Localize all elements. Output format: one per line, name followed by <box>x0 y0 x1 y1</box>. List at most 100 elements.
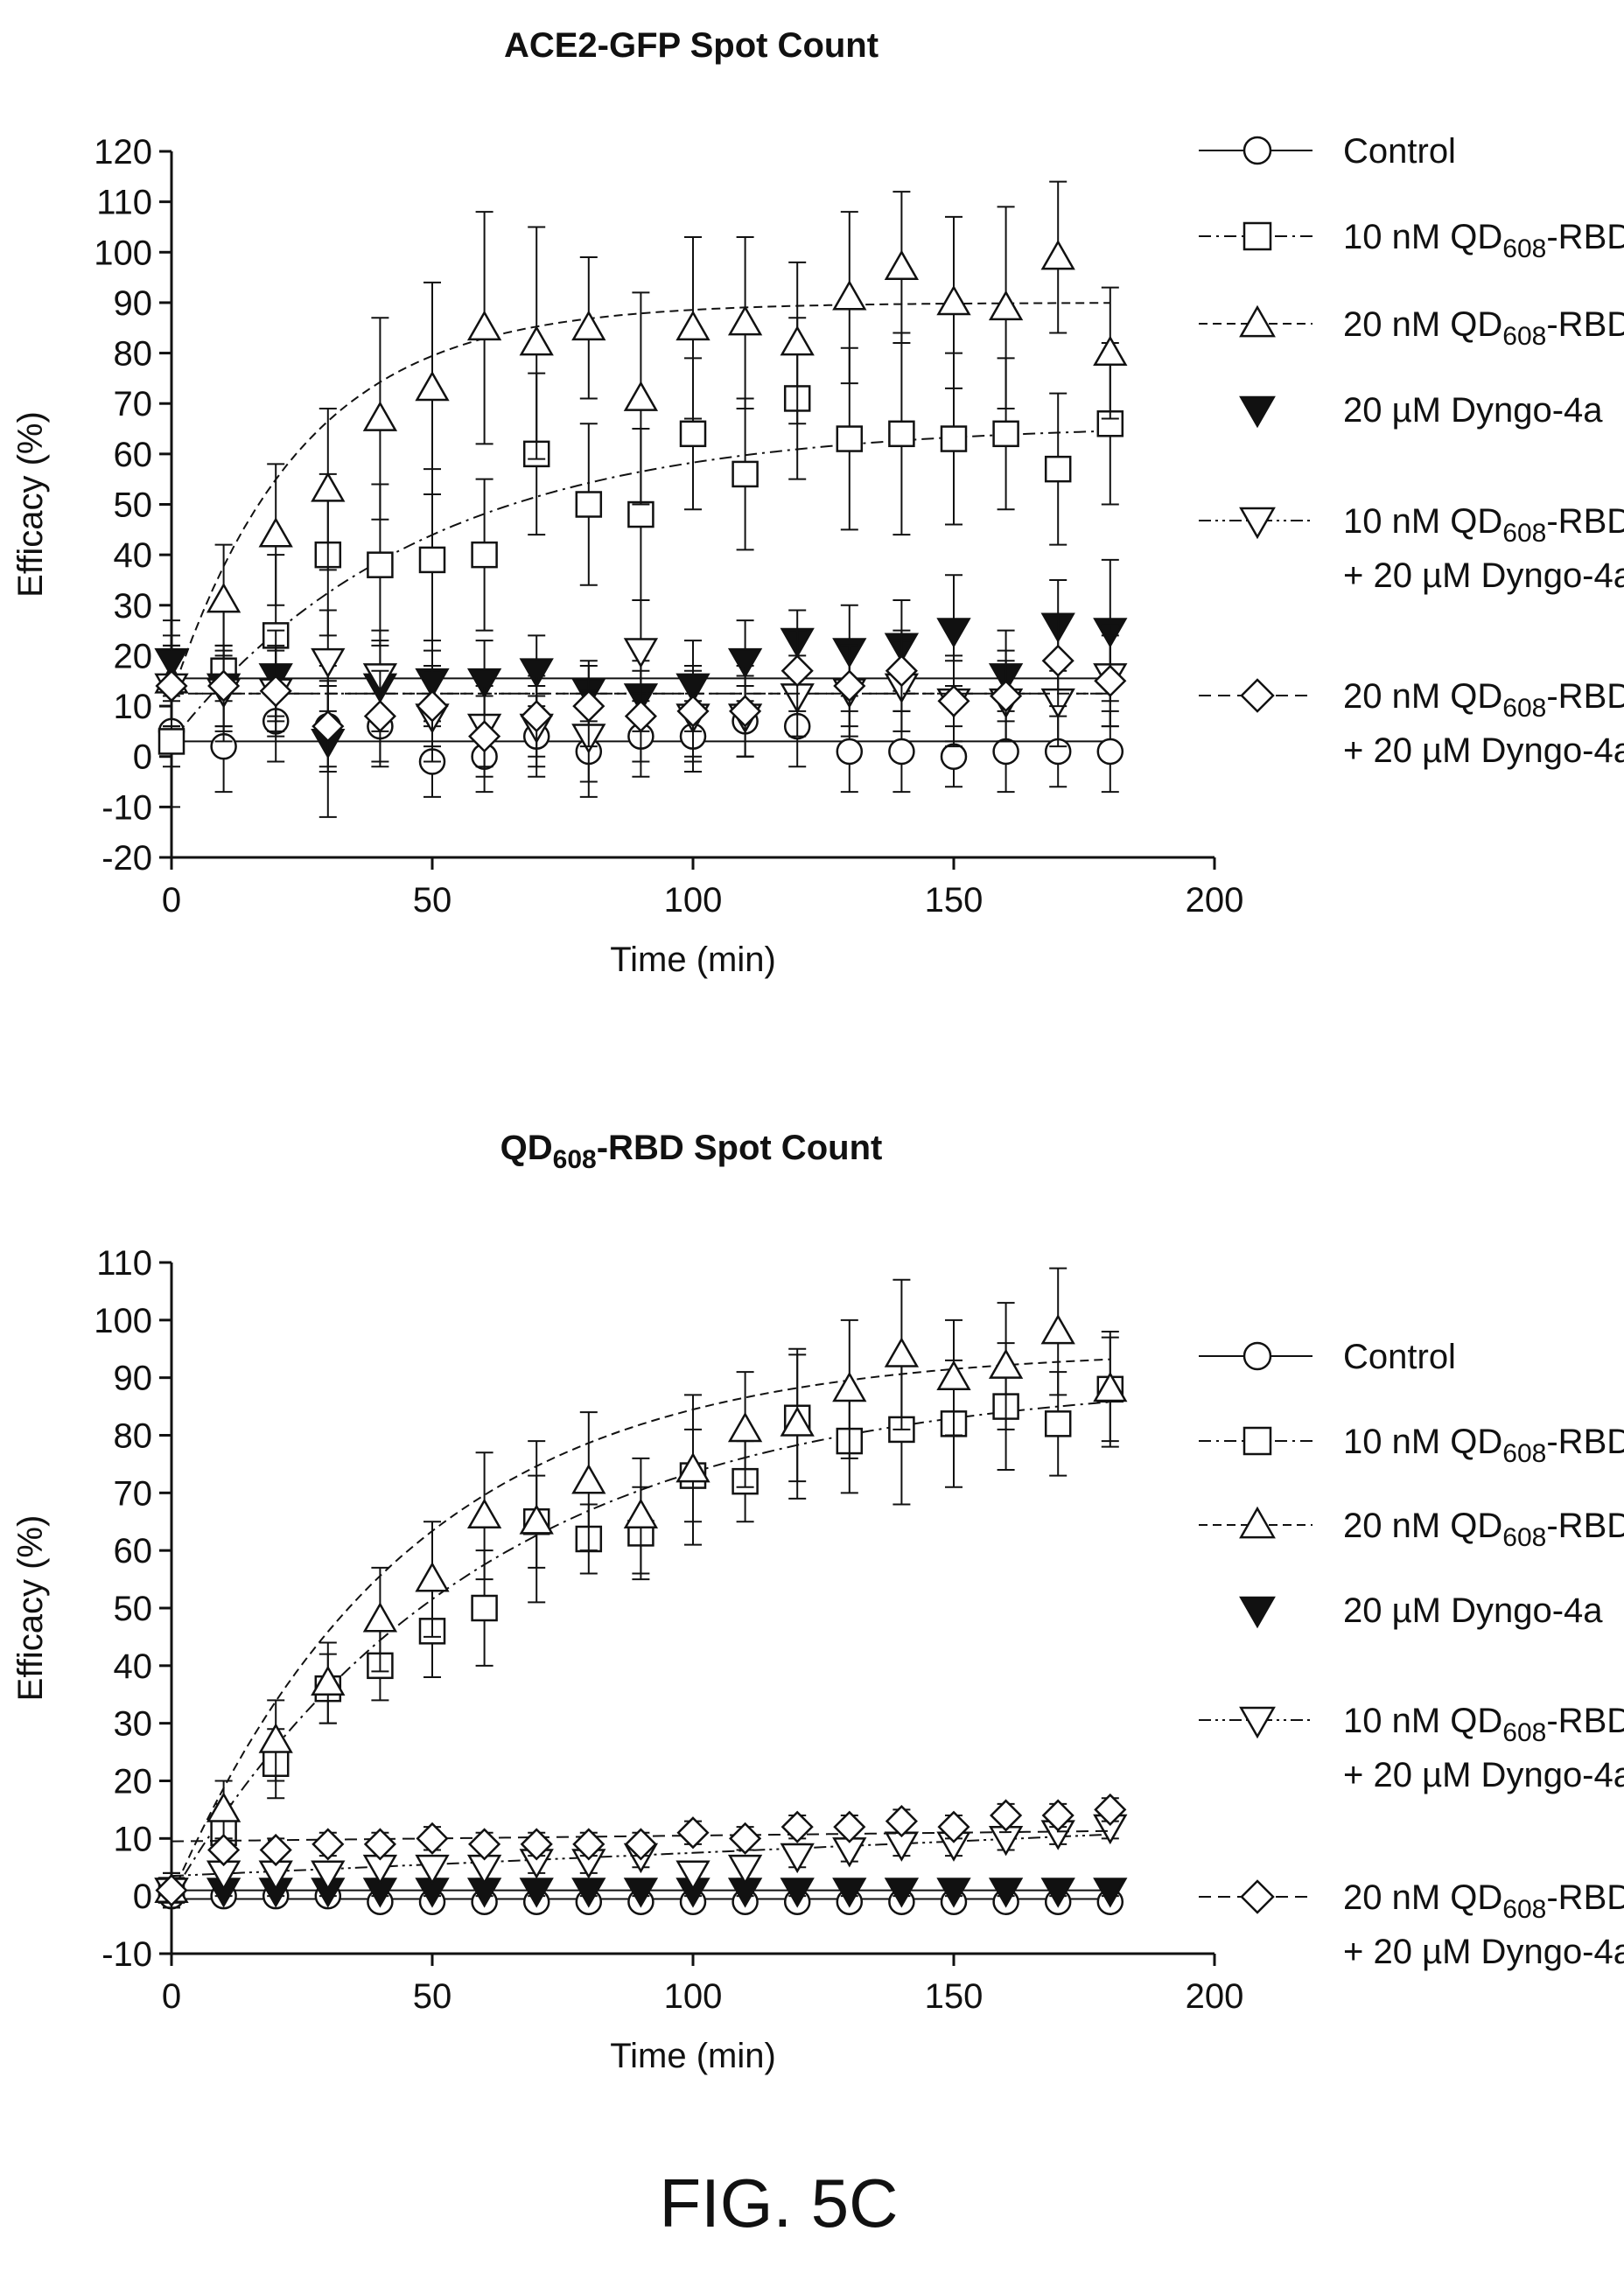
data-point-qd20dyngo <box>207 1833 241 1867</box>
data-point-qd10 <box>1044 455 1072 483</box>
data-point-qd20 <box>832 280 867 311</box>
data-point-qd20dyngo <box>885 1805 918 1838</box>
legend-label-line2: + 20 µM Dyngo-4a <box>1343 731 1624 770</box>
data-point-dyngo <box>936 1878 971 1908</box>
x-tick-label: 100 <box>664 881 723 920</box>
data-point-qd20 <box>727 304 763 336</box>
data-point-qd10 <box>367 551 394 578</box>
data-point-qd20dyngo <box>780 1810 814 1843</box>
data-point-qd20dyngo <box>520 1828 553 1861</box>
data-point-qd20dyngo <box>520 700 553 733</box>
data-point-qd10dyngo <box>780 1843 815 1874</box>
legend-label: 20 nM QD608-RBD <box>1343 677 1624 723</box>
data-point-qd20dyngo <box>990 1799 1023 1832</box>
data-point-qd10 <box>158 728 186 755</box>
y-tick-label: 0 <box>133 738 152 777</box>
legend-marker <box>1242 221 1272 251</box>
data-point-dyngo <box>1040 1878 1075 1908</box>
data-point-dyngo <box>988 1878 1024 1908</box>
data-point-qd20 <box>884 249 920 280</box>
legend-entry-dyngo: 20 µM Dyngo-4a <box>1239 391 1603 430</box>
data-point-qd20 <box>519 325 554 356</box>
data-point-qd20 <box>415 370 450 402</box>
data-point-control <box>836 738 864 766</box>
data-point-qd20 <box>362 1602 398 1633</box>
data-point-qd20 <box>466 310 502 341</box>
data-point-control <box>888 738 915 766</box>
data-point-qd20 <box>519 1504 554 1535</box>
data-point-qd10dyngo <box>415 1854 450 1885</box>
data-point-qd20 <box>988 290 1024 321</box>
data-point-qd20dyngo <box>259 675 292 708</box>
data-point-dyngo <box>727 647 763 679</box>
y-tick-label: 30 <box>114 587 153 626</box>
legend-marker <box>1240 678 1275 713</box>
data-point-qd20 <box>258 1723 293 1753</box>
y-tick-label: -20 <box>102 839 152 878</box>
y-tick-label: 20 <box>114 637 153 675</box>
series-qd20 <box>154 1267 1128 1909</box>
legend-entry-qd10: 10 nM QD608-RBD <box>1199 1423 1624 1468</box>
data-point-qd10 <box>836 425 864 452</box>
legend-label-line2: + 20 µM Dyngo-4a <box>1343 1933 1624 1971</box>
data-point-control <box>1096 738 1124 766</box>
data-point-qd20dyngo <box>624 700 657 733</box>
data-point-qd20 <box>780 325 815 356</box>
y-tick-label: 50 <box>114 1590 153 1628</box>
data-point-qd10 <box>992 420 1019 448</box>
chart-ace2-gfp-spot-count: ACE2-GFP Spot Count -20 -10 0 10 20 30 40 50 60 70… <box>11 26 1624 979</box>
data-point-qd20dyngo <box>1041 1799 1074 1832</box>
data-point-qd20 <box>623 1498 659 1529</box>
data-point-qd20 <box>466 1498 502 1529</box>
legend-label: 20 nM QD608-RBD <box>1343 1878 1624 1924</box>
data-point-qd20 <box>1040 1313 1075 1345</box>
data-point-qd10 <box>627 500 654 528</box>
data-point-qd20 <box>988 1348 1024 1379</box>
y-tick-label: 10 <box>114 688 153 726</box>
legend-marker <box>1239 304 1276 338</box>
y-tick-label: 80 <box>114 1417 153 1456</box>
data-point-qd20 <box>571 310 606 341</box>
data-point-qd20dyngo <box>729 1822 762 1855</box>
y-tick-label: 110 <box>96 1244 152 1283</box>
chart-title: ACE2-GFP Spot Count <box>504 26 878 65</box>
data-point-qd10 <box>575 491 603 518</box>
data-point-qd20 <box>1093 335 1128 366</box>
data-point-qd20dyngo <box>937 1810 970 1843</box>
x-tick-label: 50 <box>413 881 452 920</box>
chart-qd608-rbd-spot-count: QD608-RBD Spot Count -10 0 10 20 30 40 50 60 70 80… <box>11 1129 1624 2075</box>
data-point-qd20dyngo <box>312 710 345 743</box>
legend-entry-qd20dyngo: 20 nM QD608-RBD + 20 µM Dyngo-4a <box>1199 1878 1624 1971</box>
legend-label-line2: + 20 µM Dyngo-4a <box>1343 1756 1624 1794</box>
legend-marker <box>1240 1879 1275 1914</box>
data-point-qd20dyngo <box>990 679 1023 713</box>
y-axis-label: Efficacy (%) <box>11 1515 50 1702</box>
data-point-qd20dyngo <box>676 1816 710 1850</box>
data-point-qd10 <box>471 1594 498 1622</box>
data-point-control <box>940 743 968 770</box>
data-point-qd20 <box>884 1337 920 1367</box>
figure-caption: FIG. 5C <box>659 2165 898 2242</box>
data-point-qd20dyngo <box>207 669 241 703</box>
data-point-qd20dyngo <box>833 1810 866 1843</box>
legend-marker <box>1239 1596 1276 1629</box>
data-point-qd10dyngo <box>311 647 346 679</box>
legend-label: 20 µM Dyngo-4a <box>1343 391 1603 430</box>
y-tick-label: 20 <box>114 1763 153 1801</box>
legend-label: Control <box>1343 1338 1456 1376</box>
data-point-qd20dyngo <box>572 689 606 723</box>
data-point-qd20 <box>1040 240 1075 270</box>
data-point-qd20dyngo <box>833 669 866 703</box>
legend-label: 20 nM QD608-RBD <box>1343 305 1624 351</box>
data-point-qd20 <box>206 583 242 613</box>
x-tick-label: 200 <box>1186 881 1244 920</box>
y-tick-label: 110 <box>96 184 152 222</box>
y-tick-label: 90 <box>114 284 153 323</box>
y-tick-label: 120 <box>94 133 152 171</box>
data-point-qd20dyngo <box>1094 664 1127 697</box>
legend-entry-control: Control <box>1199 1338 1456 1376</box>
chart-title: QD608-RBD Spot Count <box>500 1129 883 1174</box>
legend-entry-qd10dyngo: 10 nM QD608-RBD + 20 µM Dyngo-4a <box>1199 502 1624 595</box>
